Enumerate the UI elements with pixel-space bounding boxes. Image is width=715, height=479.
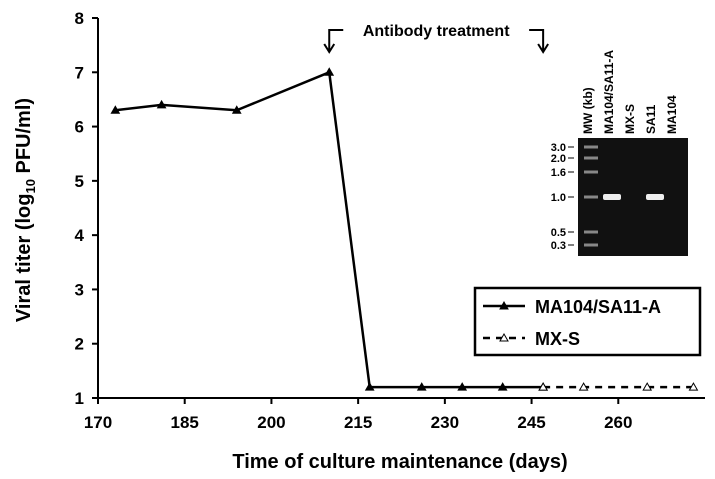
gel-ladder-band bbox=[584, 145, 598, 149]
gel-size-label: 3.0 bbox=[551, 142, 566, 154]
y-tick-label: 8 bbox=[75, 9, 84, 28]
y-label-sub: 10 bbox=[23, 179, 38, 193]
gel-lane-label: MX-S bbox=[623, 104, 637, 134]
x-tick-label: 170 bbox=[84, 413, 112, 432]
x-tick-label: 230 bbox=[431, 413, 459, 432]
x-tick-label: 260 bbox=[604, 413, 632, 432]
point bbox=[538, 382, 548, 391]
gel-band bbox=[603, 194, 621, 200]
gel-size-label: 1.0 bbox=[551, 192, 566, 204]
gel-ladder-band bbox=[584, 195, 598, 199]
gel-ladder-band bbox=[584, 243, 598, 247]
x-tick-label: 185 bbox=[171, 413, 199, 432]
gel-lane-label: SA11 bbox=[644, 104, 658, 134]
x-tick-label: 215 bbox=[344, 413, 372, 432]
point bbox=[416, 382, 427, 391]
x-tick-label: 200 bbox=[257, 413, 285, 432]
y-tick-label: 5 bbox=[75, 172, 84, 191]
gel-size-label: 2.0 bbox=[551, 153, 566, 165]
point bbox=[231, 105, 242, 114]
gel-ladder-band bbox=[584, 156, 598, 160]
legend-label: MX-S bbox=[535, 329, 580, 349]
y-tick-label: 4 bbox=[75, 226, 85, 245]
point bbox=[457, 382, 468, 391]
y-tick-label: 6 bbox=[75, 118, 84, 137]
point bbox=[642, 382, 653, 391]
legend-marker bbox=[499, 300, 509, 310]
point bbox=[324, 67, 335, 76]
gel-ladder-band bbox=[584, 230, 598, 234]
x-tick-label: 245 bbox=[517, 413, 545, 432]
legend-label: MA104/SA11-A bbox=[535, 297, 661, 317]
y-tick-label: 3 bbox=[75, 280, 84, 299]
point bbox=[156, 99, 167, 109]
point bbox=[497, 382, 508, 391]
annotation-arrow bbox=[529, 29, 549, 54]
gel-size-label: 0.5 bbox=[551, 227, 566, 239]
y-tick-label: 2 bbox=[75, 335, 84, 354]
y-label-part: PFU/ml) bbox=[13, 98, 35, 179]
y-label-part: Viral titer (log bbox=[13, 194, 35, 323]
gel-lane-label: MW (kb) bbox=[581, 87, 595, 134]
point bbox=[110, 105, 121, 114]
gel-size-label: 1.6 bbox=[551, 167, 566, 179]
legend-marker bbox=[499, 332, 509, 342]
gel-band bbox=[646, 194, 664, 200]
gel-ladder-band bbox=[584, 170, 598, 174]
y-tick-label: 7 bbox=[75, 63, 84, 82]
annotation-arrow bbox=[323, 29, 344, 54]
point bbox=[364, 382, 375, 391]
gel-size-label: 0.3 bbox=[551, 240, 566, 252]
gel-lane-label: MA104/SA11-A bbox=[602, 50, 616, 134]
point bbox=[688, 382, 699, 391]
gel-lane-label: MA104 bbox=[665, 95, 679, 134]
x-axis-label: Time of culture maintenance (days) bbox=[232, 451, 567, 473]
y-tick-label: 1 bbox=[75, 389, 84, 408]
y-axis-label: Viral titer (log10 PFU/ml) bbox=[13, 98, 38, 322]
point bbox=[578, 382, 589, 391]
legend-box bbox=[473, 286, 702, 357]
annotation: Antibody treatment bbox=[363, 23, 510, 40]
